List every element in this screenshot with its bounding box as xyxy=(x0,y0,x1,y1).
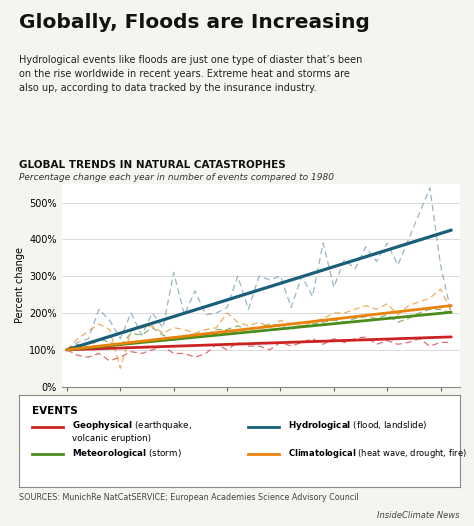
Text: $\mathbf{Climatological}$ (heat wave, drought, fire): $\mathbf{Climatological}$ (heat wave, dr… xyxy=(288,447,466,460)
Text: $\mathbf{Geophysical}$ (earthquake,: $\mathbf{Geophysical}$ (earthquake, xyxy=(72,419,192,432)
Y-axis label: Percent change: Percent change xyxy=(15,247,25,323)
Text: Percentage change each year in number of events compared to 1980: Percentage change each year in number of… xyxy=(19,173,334,181)
Text: EVENTS: EVENTS xyxy=(32,406,78,416)
Text: InsideClimate News: InsideClimate News xyxy=(377,511,460,520)
Text: Hydrological events like floods are just one type of diaster that’s been
on the : Hydrological events like floods are just… xyxy=(19,55,362,93)
Text: $\mathbf{Meteorological}$ (storm): $\mathbf{Meteorological}$ (storm) xyxy=(72,447,182,460)
Text: GLOBAL TRENDS IN NATURAL CATASTROPHES: GLOBAL TRENDS IN NATURAL CATASTROPHES xyxy=(19,160,286,170)
Text: SOURCES: MunichRe NatCatSERVICE; European Academies Science Advisory Council: SOURCES: MunichRe NatCatSERVICE; Europea… xyxy=(19,493,359,502)
Text: volcanic eruption): volcanic eruption) xyxy=(72,434,151,443)
Text: $\mathbf{Hydrological}$ (flood, landslide): $\mathbf{Hydrological}$ (flood, landslid… xyxy=(288,419,428,432)
Text: Globally, Floods are Increasing: Globally, Floods are Increasing xyxy=(19,13,370,32)
